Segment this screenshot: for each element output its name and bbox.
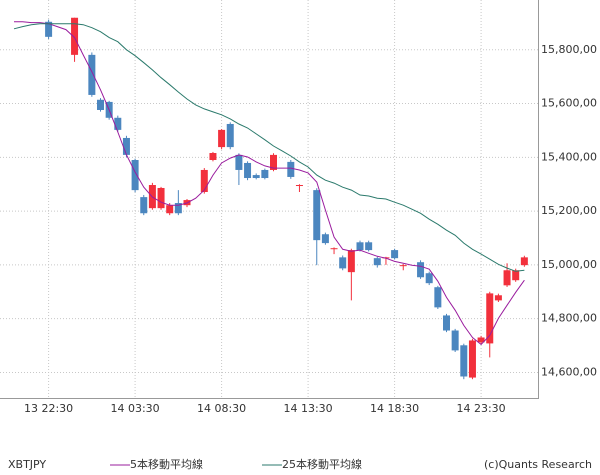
candle-body (477, 337, 485, 343)
candle-body (356, 242, 364, 251)
candle-body (131, 160, 139, 191)
y-tick-label: 15,600,00 (541, 97, 597, 110)
legend-label: 5本移動平均線 (130, 457, 203, 471)
candle-body (512, 270, 520, 281)
candle-body (166, 205, 174, 214)
candle-body (520, 257, 528, 266)
candle-body (252, 175, 260, 179)
y-tick-label: 14,600,00 (541, 365, 597, 378)
candle-body (451, 330, 459, 351)
candle-body (226, 123, 234, 148)
candle-body (174, 203, 182, 214)
candle-body (347, 250, 355, 273)
candle-body (486, 293, 494, 344)
candle-body (399, 265, 407, 267)
candle-body (114, 117, 122, 130)
y-tick-label: 15,000,00 (541, 258, 597, 271)
candle-body (313, 190, 321, 241)
x-tick-label: 13 22:30 (24, 402, 73, 415)
y-tick-label: 15,800,00 (541, 43, 597, 56)
candle-body (200, 169, 208, 193)
candle-body (209, 153, 217, 161)
y-tick-label: 15,200,00 (541, 204, 597, 217)
candle-body (503, 270, 511, 286)
candle-body (330, 248, 338, 250)
candle-body (417, 262, 425, 278)
candle-body (443, 315, 450, 331)
candle-body (157, 187, 165, 209)
candle-body (460, 345, 468, 377)
x-tick-label: 14 03:30 (110, 402, 159, 415)
candle-body (218, 129, 226, 148)
candle-body (244, 162, 252, 179)
candle-body (373, 258, 381, 266)
x-tick-label: 14 13:30 (283, 402, 332, 415)
candle-body (295, 185, 303, 187)
moving-average-line (13, 23, 525, 272)
candle-body (140, 197, 148, 214)
candle-body (287, 161, 295, 177)
x-tick-label: 14 08:30 (197, 402, 246, 415)
x-tick-label: 14 18:30 (370, 402, 419, 415)
candle-body (261, 169, 269, 179)
candle-body (235, 154, 243, 170)
candle-body (97, 99, 104, 110)
candle-body (321, 234, 329, 244)
candle-body (88, 54, 96, 95)
candle-body (45, 21, 53, 37)
candle-body (494, 295, 502, 301)
symbol: XBTJPY (8, 458, 46, 471)
credit: (c)Quants Research (484, 458, 592, 471)
candle-body (434, 287, 442, 308)
moving-average-line (14, 21, 525, 346)
y-tick-label: 15,400,00 (541, 150, 597, 163)
x-tick-label: 14 23:30 (456, 402, 505, 415)
candle-body (425, 273, 433, 284)
candle-body (365, 242, 373, 251)
legend-label: 25本移動平均線 (282, 457, 362, 471)
candle-body (270, 154, 277, 170)
candle-body (468, 340, 476, 378)
candle-body (122, 137, 130, 155)
candle-body (391, 250, 399, 259)
candle-body (71, 17, 79, 55)
y-tick-label: 14,800,00 (541, 312, 597, 325)
candle-body (339, 257, 347, 269)
